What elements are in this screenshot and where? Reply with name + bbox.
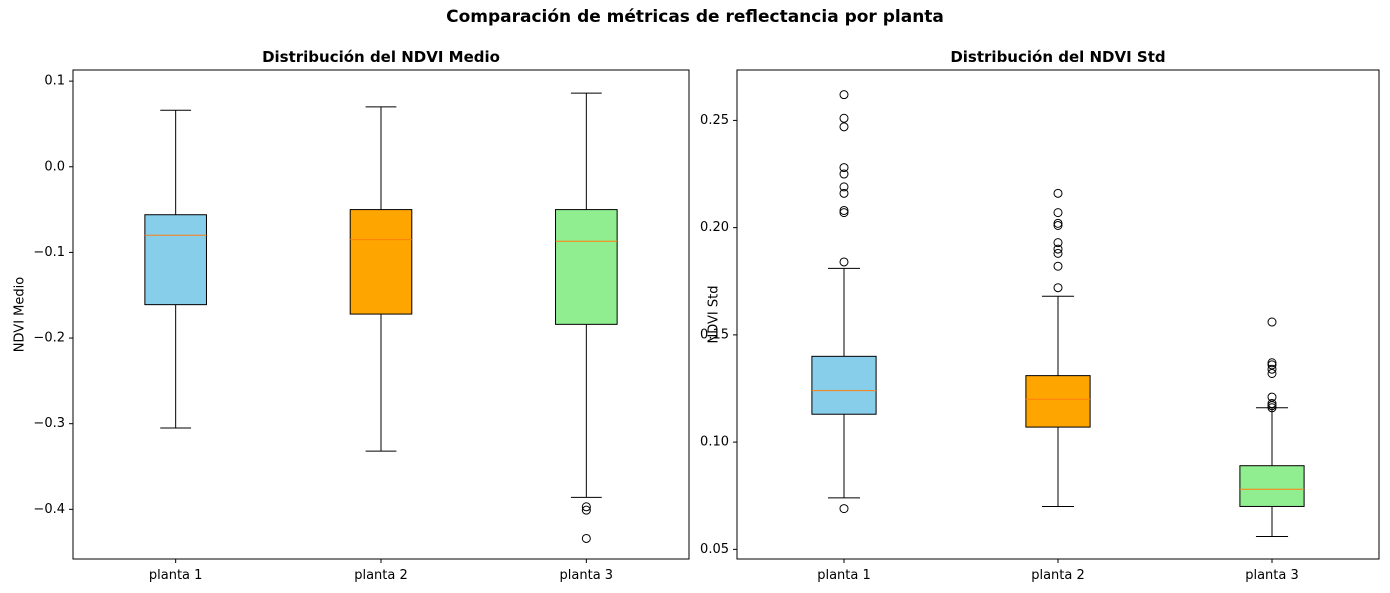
outlier-point — [1053, 248, 1063, 258]
y-tick-label: −0.3 — [33, 416, 65, 431]
outlier-point — [839, 205, 849, 215]
outlier-point — [581, 502, 591, 512]
x-tick-label: planta 3 — [1245, 568, 1299, 583]
outlier-point — [1267, 368, 1277, 378]
outlier-point — [581, 505, 591, 515]
box-1 — [144, 109, 207, 429]
outlier-point — [839, 90, 849, 100]
y-tick-label: −0.1 — [33, 245, 65, 260]
box-iqr — [811, 355, 877, 415]
outlier-point — [839, 113, 849, 123]
x-tick-label: planta 3 — [560, 568, 614, 583]
outlier-point — [839, 257, 849, 267]
figure-title: Comparación de métricas de reflectancia … — [446, 7, 944, 27]
outlier-point — [1053, 238, 1063, 248]
outlier-point — [1267, 364, 1277, 374]
box-iqr — [1025, 375, 1091, 428]
box-iqr — [144, 214, 207, 306]
y-tick-label: 0.05 — [700, 542, 729, 557]
outlier-point — [1053, 220, 1063, 230]
outlier-point — [1053, 218, 1063, 228]
y-tick-label: 0.20 — [700, 220, 729, 235]
outlier-point — [839, 169, 849, 179]
outlier-point — [1267, 403, 1277, 413]
box-iqr — [555, 209, 618, 325]
box-3 — [555, 92, 618, 543]
x-tick-label: planta 1 — [817, 568, 871, 583]
outlier-point — [839, 504, 849, 514]
y-axis-label: NDVI Std — [707, 286, 722, 344]
y-tick-label: 0.0 — [44, 159, 65, 174]
chart-panel-1: Distribución del NDVI Medio NDVI Medio −0.… — [13, 48, 690, 583]
box-3 — [1239, 317, 1305, 537]
chart-title: Distribución del NDVI Medio — [262, 48, 500, 66]
outlier-point — [839, 188, 849, 198]
box-iqr — [1239, 465, 1305, 507]
outlier-point — [839, 208, 849, 218]
chart-title: Distribución del NDVI Std — [950, 48, 1165, 66]
chart-panel-2: Distribución del NDVI Std NDVI Std 0.05 0.1… — [700, 48, 1380, 583]
box-2 — [1025, 188, 1091, 507]
outlier-point — [1053, 283, 1063, 293]
y-axis-label: NDVI Medio — [13, 277, 28, 352]
box-1 — [811, 90, 877, 514]
y-tick-label: −0.4 — [33, 502, 65, 517]
outlier-point — [1053, 244, 1063, 254]
outlier-point — [1267, 392, 1277, 402]
outlier-point — [1267, 360, 1277, 370]
axes-frame — [72, 69, 690, 560]
y-tick-label: 0.25 — [700, 113, 729, 128]
y-tick-label: 0.1 — [44, 74, 65, 89]
box-2 — [349, 106, 413, 452]
outlier-point — [1267, 358, 1277, 368]
outlier-point — [839, 163, 849, 173]
outlier-point — [839, 122, 849, 132]
x-tick-label: planta 2 — [1031, 568, 1085, 583]
outlier-point — [581, 533, 591, 543]
x-tick-label: planta 2 — [354, 568, 408, 583]
axes-frame — [736, 69, 1380, 560]
box-iqr — [349, 209, 413, 315]
outlier-point — [1267, 317, 1277, 327]
outlier-point — [1053, 208, 1063, 218]
y-tick-label: 0.15 — [700, 327, 729, 342]
y-tick-label: −0.2 — [33, 331, 65, 346]
outlier-point — [1267, 401, 1277, 411]
outlier-point — [1053, 188, 1063, 198]
y-tick-label: 0.10 — [700, 435, 729, 450]
outlier-point — [1267, 399, 1277, 409]
outlier-point — [839, 182, 849, 192]
x-tick-label: planta 1 — [149, 568, 203, 583]
outlier-point — [1053, 261, 1063, 271]
